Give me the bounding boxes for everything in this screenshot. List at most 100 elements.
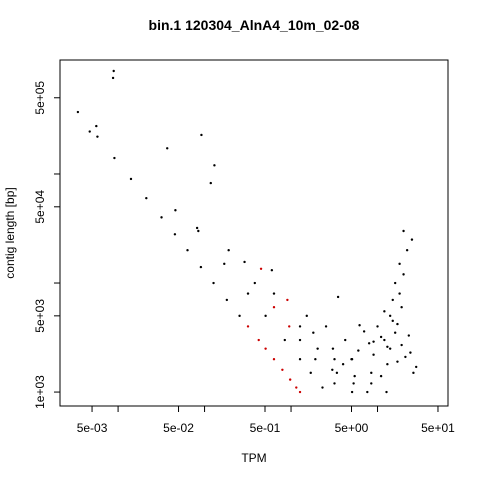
x-axis-label: TPM	[241, 451, 266, 465]
point	[298, 338, 302, 342]
point	[257, 338, 260, 342]
y-tick-label: 1e+03	[33, 375, 47, 409]
point	[283, 338, 287, 342]
point	[379, 374, 383, 378]
point	[243, 260, 246, 264]
point	[314, 358, 317, 361]
point	[166, 147, 169, 150]
y-tick-label: 5e+05	[33, 81, 47, 115]
point	[379, 335, 383, 339]
point	[376, 325, 379, 328]
point	[350, 358, 353, 361]
point	[386, 345, 389, 349]
point	[270, 269, 274, 272]
point	[197, 229, 200, 233]
point	[259, 267, 263, 271]
point	[295, 386, 298, 389]
point	[286, 298, 289, 302]
point	[316, 347, 319, 350]
point	[298, 358, 302, 361]
point	[223, 262, 226, 266]
x-tick-label: 5e-02	[163, 421, 194, 435]
point	[358, 324, 361, 327]
point	[331, 368, 334, 372]
point	[186, 248, 189, 252]
point	[344, 338, 347, 342]
point	[200, 133, 203, 137]
point	[96, 135, 99, 138]
point	[238, 314, 241, 318]
point	[298, 325, 302, 328]
point	[333, 382, 336, 385]
point	[386, 363, 389, 366]
point	[391, 319, 394, 323]
point	[383, 310, 386, 313]
chart-title: bin.1 120304_AlnA4_10m_02-08	[149, 17, 360, 33]
point	[352, 382, 355, 385]
point	[129, 177, 133, 181]
point	[412, 371, 415, 375]
point	[281, 368, 284, 372]
point	[396, 322, 399, 326]
point	[227, 248, 230, 252]
point	[402, 229, 405, 233]
point	[388, 347, 392, 350]
point	[145, 196, 148, 200]
point	[95, 124, 98, 128]
point	[372, 340, 375, 343]
point	[388, 314, 392, 318]
point	[393, 331, 397, 334]
point	[414, 365, 418, 369]
y-axis-label: contig length [bp]	[3, 187, 17, 278]
point	[335, 371, 339, 375]
point	[350, 390, 354, 394]
point	[393, 281, 397, 285]
point	[309, 371, 312, 375]
y-tick-label: 5e+04	[33, 190, 47, 224]
point	[246, 292, 250, 295]
y-tick-label: 5e+03	[33, 299, 47, 333]
point	[410, 238, 414, 241]
point	[398, 292, 401, 295]
x-tick-label: 5e-03	[77, 421, 108, 435]
point	[195, 226, 199, 230]
point	[209, 181, 212, 185]
point	[336, 295, 340, 299]
point	[407, 334, 411, 337]
x-tick-label: 5e-01	[250, 421, 281, 435]
point	[272, 306, 276, 309]
point	[402, 273, 405, 276]
point	[112, 69, 115, 73]
point	[405, 248, 409, 252]
point	[331, 347, 335, 350]
point	[213, 164, 216, 167]
point	[246, 325, 250, 328]
point	[264, 314, 267, 318]
point	[321, 386, 324, 389]
point	[76, 110, 80, 114]
point	[370, 371, 373, 375]
point	[400, 343, 403, 347]
point	[264, 347, 267, 350]
plot-frame	[59, 59, 449, 407]
point	[366, 390, 369, 394]
point	[272, 292, 276, 295]
point	[391, 298, 394, 302]
point	[288, 325, 291, 328]
point	[400, 306, 403, 309]
point	[341, 363, 345, 366]
point	[174, 209, 177, 212]
point	[398, 262, 401, 266]
point	[199, 265, 203, 269]
point	[298, 390, 302, 394]
point	[333, 358, 336, 361]
point	[372, 353, 375, 356]
point	[288, 378, 292, 381]
point	[111, 76, 115, 80]
x-tick-label: 5e+00	[335, 421, 369, 435]
point	[383, 338, 386, 342]
point	[385, 390, 388, 394]
point	[404, 355, 407, 359]
point	[160, 216, 163, 219]
